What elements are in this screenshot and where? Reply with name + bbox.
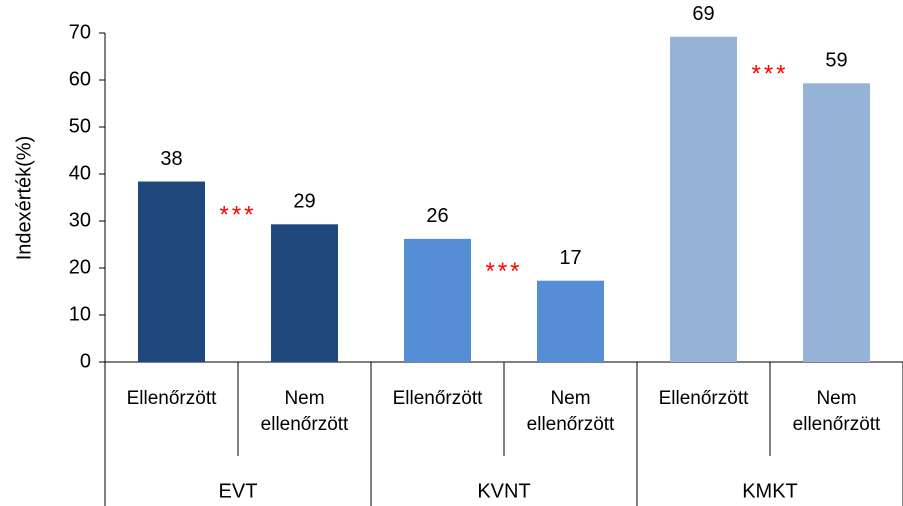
x-tick-label: Nem ellenőrzött — [260, 388, 349, 435]
x-tick-label: Nem ellenőrzött — [526, 388, 615, 435]
y-tick-label: 0 — [80, 350, 91, 372]
bar — [404, 238, 471, 362]
x-tick-label: Nem ellenőrzött — [792, 388, 881, 435]
bar — [271, 224, 338, 362]
x-tick-label: Ellenőrzött — [392, 388, 483, 409]
group-label: KVNT — [477, 480, 530, 502]
annotation: *** — [751, 61, 788, 88]
value-label: 69 — [692, 3, 714, 25]
value-label: 59 — [825, 50, 847, 72]
group-label: KMKT — [742, 480, 798, 502]
y-tick-label: 30 — [69, 209, 91, 231]
x-tick-label: Ellenőrzött — [658, 388, 749, 409]
bar — [537, 280, 604, 362]
y-axis-label: Indexérték(%) — [13, 136, 35, 261]
bar — [670, 36, 737, 362]
y-tick-label: 40 — [69, 162, 91, 184]
value-label: 17 — [559, 247, 581, 269]
y-tick-label: 20 — [69, 256, 91, 278]
y-tick-label: 50 — [69, 115, 91, 137]
y-tick-label: 60 — [69, 68, 91, 90]
value-label: 26 — [426, 205, 448, 227]
y-tick-label: 70 — [69, 21, 91, 43]
annotation: *** — [219, 202, 256, 229]
value-label: 29 — [293, 191, 315, 213]
bar — [138, 181, 205, 362]
group-label: EVT — [219, 480, 258, 502]
y-tick-label: 10 — [69, 303, 91, 325]
bar — [803, 83, 870, 362]
annotation: *** — [485, 258, 522, 285]
x-tick-label: Ellenőrzött — [126, 388, 217, 409]
value-label: 38 — [160, 148, 182, 170]
